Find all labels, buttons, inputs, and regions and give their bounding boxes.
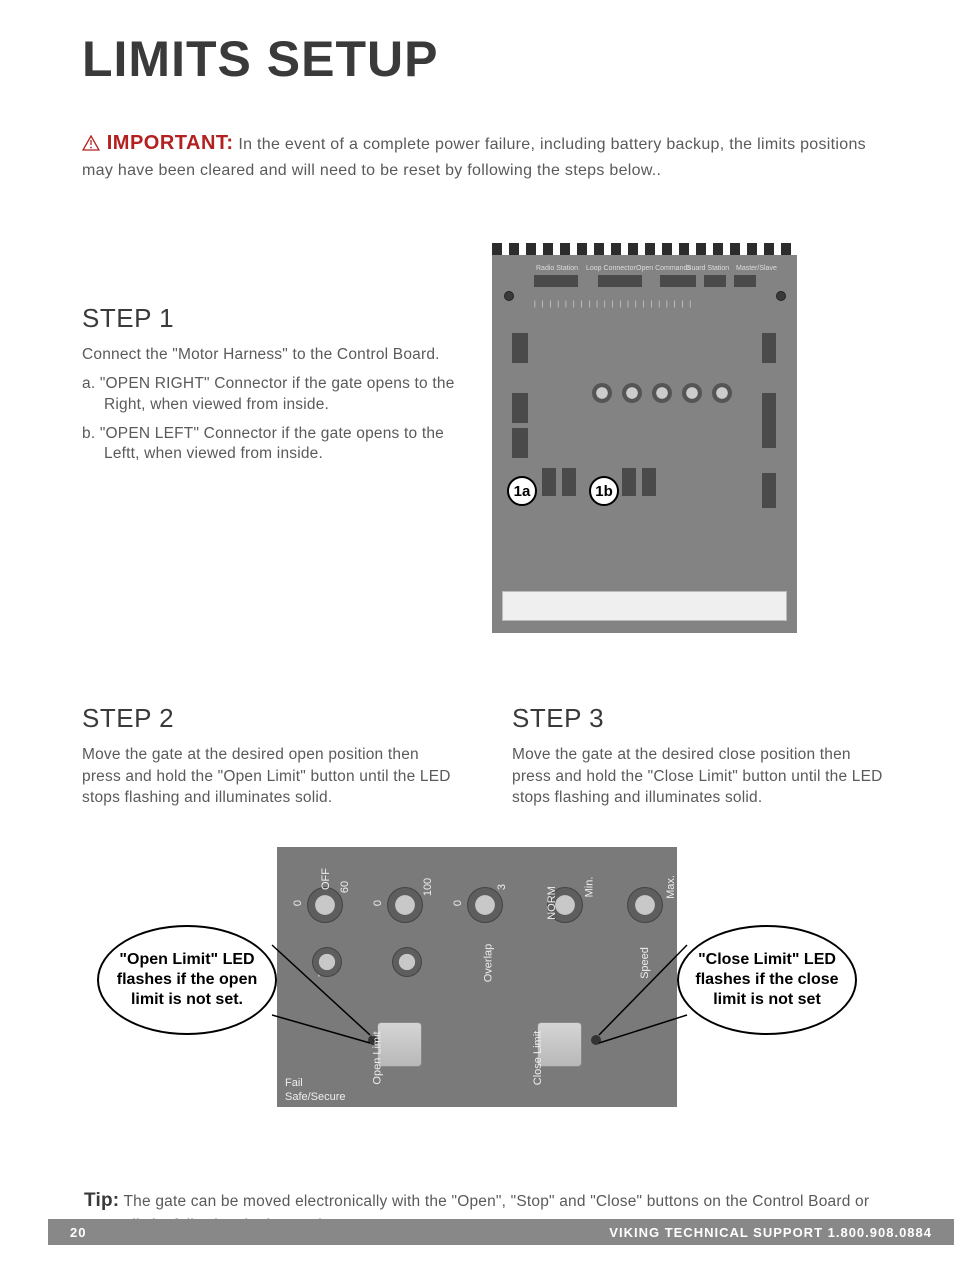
board-dial: [712, 383, 732, 403]
page-title: LIMITS SETUP: [82, 30, 954, 88]
step3-body: Move the gate at the desired close posit…: [512, 744, 892, 809]
board-dial: [652, 383, 672, 403]
board-connector-label: Guard Station: [686, 265, 729, 272]
panel-scale: 3: [496, 884, 508, 890]
important-notice: IMPORTANT: In the event of a complete po…: [82, 128, 894, 183]
board-connector-label: Loop Connector: [586, 265, 636, 272]
board-component: [622, 468, 636, 496]
step3-heading: STEP 3: [512, 703, 892, 734]
step1-list: a. "OPEN RIGHT" Connector if the gate op…: [82, 374, 462, 466]
board-component: [762, 393, 776, 448]
panel-dial-label: Overlap: [482, 944, 494, 983]
board-callout-1b: 1b: [589, 476, 619, 506]
board-component: [512, 333, 528, 363]
limit-button: [377, 1022, 422, 1067]
board-dial: [682, 383, 702, 403]
board-component: [704, 275, 726, 287]
board-pins: | | | | | | | | | | | | | | | | | | | | …: [534, 301, 754, 308]
board-connector-label: Open Commands: [636, 265, 691, 272]
board-component: [512, 428, 528, 458]
board-connector-label: Master/Slave: [736, 265, 777, 272]
panel-dial: [307, 887, 343, 923]
panel-scale: Max.: [665, 875, 677, 899]
tip-label: Tip:: [84, 1190, 119, 1211]
panel-scale: NORM: [546, 886, 558, 920]
board-component: [512, 393, 528, 423]
board-callout-1a: 1a: [507, 476, 537, 506]
control-board-figure: Radio Station Loop ConnectorOpen Commands…: [492, 243, 797, 633]
open-limit-callout: "Open Limit" LED flashes if the open lim…: [97, 925, 277, 1035]
step1-heading: STEP 1: [82, 303, 462, 334]
support-phone: VIKING TECHNICAL SUPPORT 1.800.908.0884: [609, 1225, 932, 1240]
step2-body: Move the gate at the desired open positi…: [82, 744, 462, 809]
board-dial: [622, 383, 642, 403]
panel-scale: OFF: [320, 868, 332, 890]
panel-scale: 0: [452, 900, 464, 906]
step1-block: STEP 1 Connect the "Motor Harness" to th…: [82, 243, 462, 633]
panel-dial: [627, 887, 663, 923]
step1-body: Connect the "Motor Harness" to the Contr…: [82, 344, 462, 366]
board-component: [734, 275, 756, 287]
panel-dial: [467, 887, 503, 923]
board-component: [660, 275, 696, 287]
board-dial: [592, 383, 612, 403]
panel-scale: 0: [292, 900, 304, 906]
panel-scale: 100: [422, 878, 434, 896]
board-component: [534, 275, 578, 287]
page-number: 20: [70, 1225, 86, 1240]
board-component: [762, 333, 776, 363]
board-component: [762, 473, 776, 508]
board-component: [598, 275, 642, 287]
panel-scale: 60: [339, 881, 351, 893]
panel-small-dial: [312, 947, 342, 977]
panel-dial: [387, 887, 423, 923]
panel-dial-label: Speed: [639, 947, 651, 979]
board-component: [562, 468, 576, 496]
panel-bottom-label: Fail: [285, 1077, 303, 1089]
step2-heading: STEP 2: [82, 703, 462, 734]
limit-led: [591, 1035, 601, 1045]
board-screw: [504, 291, 514, 301]
limit-button-label: Open Limit: [372, 1031, 384, 1084]
close-limit-callout: "Close Limit" LED flashes if the close l…: [677, 925, 857, 1035]
step1-item-a: a. "OPEN RIGHT" Connector if the gate op…: [82, 374, 462, 416]
step2-block: STEP 2 Move the gate at the desired open…: [82, 703, 462, 817]
important-label: IMPORTANT:: [107, 132, 234, 154]
footer-bar: 20 VIKING TECHNICAL SUPPORT 1.800.908.08…: [48, 1219, 954, 1245]
limit-panel-figure: Timer0OFF60ODS0100Overlap03NORMMin.Speed…: [97, 847, 857, 1127]
board-component: [642, 468, 656, 496]
board-component: [542, 468, 556, 496]
panel-scale: 0: [372, 900, 384, 906]
board-connector-label: Radio Station: [536, 265, 578, 272]
limit-button-label: Close Limit: [532, 1031, 544, 1085]
board-screw: [776, 291, 786, 301]
panel-small-dial: [392, 947, 422, 977]
step3-block: STEP 3 Move the gate at the desired clos…: [512, 703, 892, 817]
panel-scale: Min.: [583, 877, 595, 898]
panel-bottom-label: Safe/Secure: [285, 1091, 346, 1103]
step1-item-b: b. "OPEN LEFT" Connector if the gate ope…: [82, 424, 462, 466]
warning-icon: [82, 135, 100, 159]
